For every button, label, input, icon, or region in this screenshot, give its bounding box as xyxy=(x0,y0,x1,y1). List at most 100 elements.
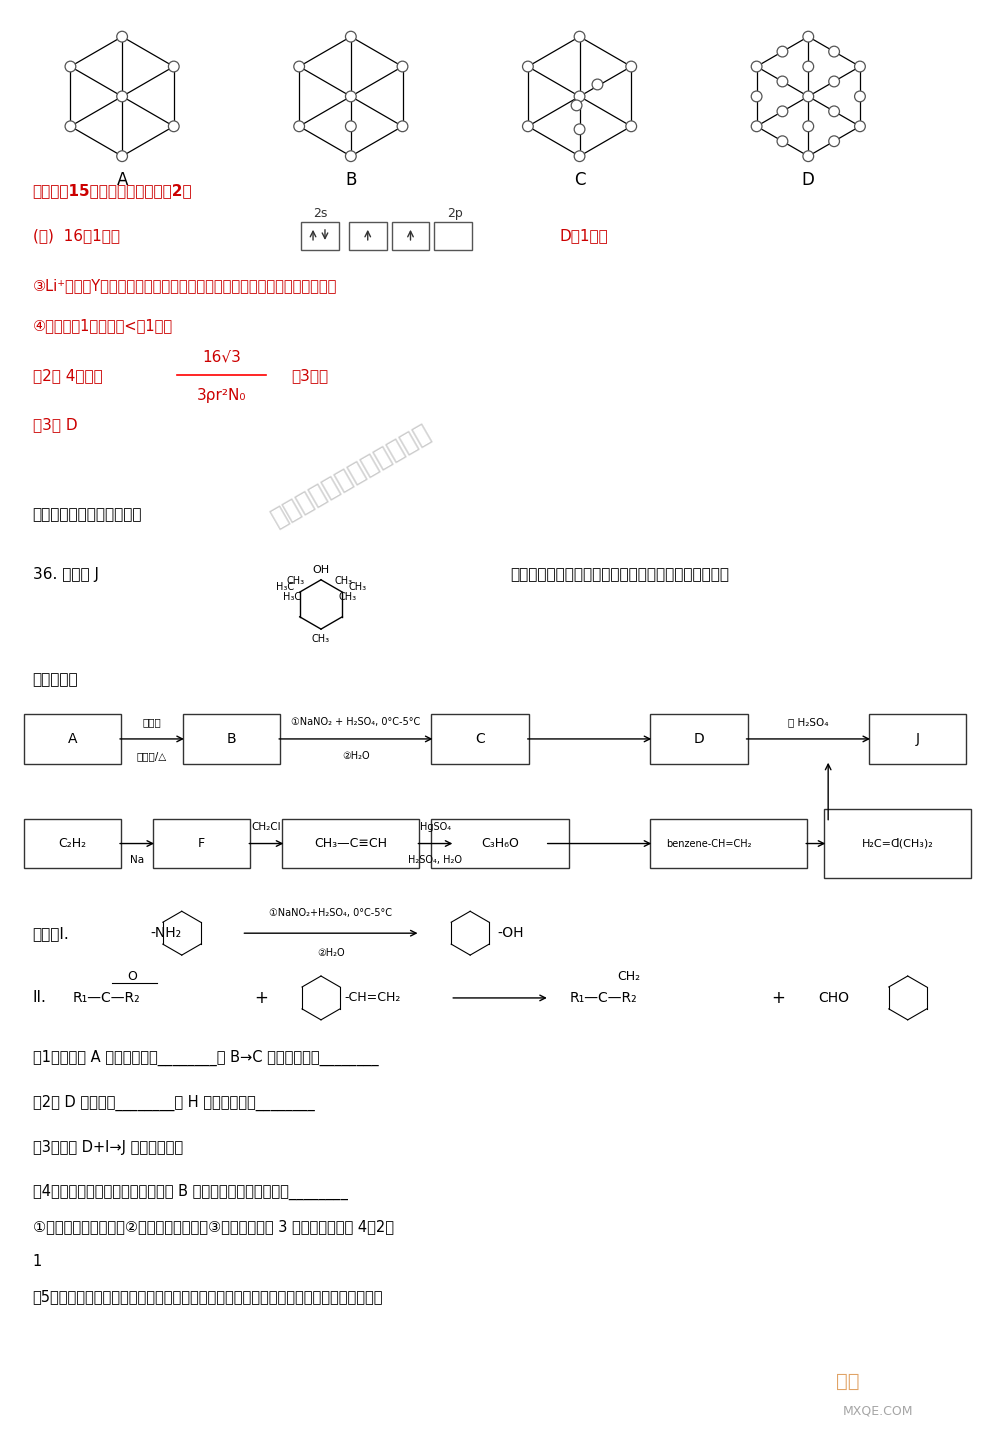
Circle shape xyxy=(855,91,865,101)
Text: H₃C: H₃C xyxy=(276,582,294,592)
Text: A: A xyxy=(116,172,128,189)
Text: -OH: -OH xyxy=(497,926,524,940)
Text: 16√3: 16√3 xyxy=(202,349,241,365)
Circle shape xyxy=(592,79,603,90)
Text: （3分）: （3分） xyxy=(291,368,328,383)
Text: ①NaNO₂+H₂SO₄, 0°C-5°C: ①NaNO₂+H₂SO₄, 0°C-5°C xyxy=(269,908,392,918)
Text: 【答案、15分，除标注外，每穰2分: 【答案、15分，除标注外，每穰2分 xyxy=(33,183,192,199)
Text: H₂C=C(CH₃)₂: H₂C=C(CH₃)₂ xyxy=(862,839,934,849)
Text: D（1分）: D（1分） xyxy=(560,228,608,244)
Circle shape xyxy=(523,121,533,131)
FancyBboxPatch shape xyxy=(849,819,947,868)
FancyBboxPatch shape xyxy=(431,713,529,764)
Circle shape xyxy=(829,136,839,147)
Text: CH₃: CH₃ xyxy=(338,592,356,602)
Text: ①NaNO₂ + H₂SO₄, 0°C-5°C: ①NaNO₂ + H₂SO₄, 0°C-5°C xyxy=(291,718,420,726)
Text: 浓 H₂SO₄: 浓 H₂SO₄ xyxy=(788,718,829,726)
Text: 36. 有机物 J: 36. 有机物 J xyxy=(33,567,99,582)
Circle shape xyxy=(65,121,76,131)
Text: 成路线下：: 成路线下： xyxy=(33,671,78,687)
Circle shape xyxy=(777,77,788,87)
Text: HgSO₄: HgSO₄ xyxy=(420,822,451,832)
Circle shape xyxy=(397,61,408,72)
Text: Na: Na xyxy=(130,855,144,865)
Text: 是一种汽油抗爆震剂，也是一种油溶性抗氧化剂，其合: 是一种汽油抗爆震剂，也是一种油溶性抗氧化剂，其合 xyxy=(510,567,729,582)
Text: （1）芳香烃 A 的结构简式为________， B→C 的反应类型为________: （1）芳香烃 A 的结构简式为________， B→C 的反应类型为_____… xyxy=(33,1050,378,1066)
Text: 微信搜《试卷答案公众号》: 微信搜《试卷答案公众号》 xyxy=(267,420,435,530)
Text: （5）结合上述流程和所学知识，以甲苯和苯乙烃为始掖原料（无机试剂任选），设计制备: （5）结合上述流程和所学知识，以甲苯和苯乙烃为始掖原料（无机试剂任选），设计制备 xyxy=(33,1289,383,1304)
Text: （3）写出 D+I→J 的化学方程式: （3）写出 D+I→J 的化学方程式 xyxy=(33,1139,183,1155)
Circle shape xyxy=(65,61,76,72)
Circle shape xyxy=(117,32,127,42)
Text: +: + xyxy=(254,989,268,1006)
Text: ④四面体（1分）　　<（1分）: ④四面体（1分） <（1分） xyxy=(33,318,173,334)
FancyBboxPatch shape xyxy=(183,713,280,764)
Circle shape xyxy=(777,46,788,56)
Text: R₁—C—R₂: R₁—C—R₂ xyxy=(570,991,637,1005)
Circle shape xyxy=(168,61,179,72)
Text: （2） D 的名称为________， H 官能团名称为________: （2） D 的名称为________， H 官能团名称为________ xyxy=(33,1095,314,1110)
Text: 答案: 答案 xyxy=(836,1372,860,1391)
Circle shape xyxy=(117,150,127,162)
Text: ②H₂O: ②H₂O xyxy=(342,751,370,761)
Text: D: D xyxy=(802,172,815,189)
Circle shape xyxy=(829,105,839,117)
Circle shape xyxy=(855,61,865,72)
Circle shape xyxy=(626,121,637,131)
FancyBboxPatch shape xyxy=(431,819,569,868)
Text: H₂SO₄, H₂O: H₂SO₄, H₂O xyxy=(408,855,462,865)
FancyBboxPatch shape xyxy=(282,819,419,868)
Text: CH₃: CH₃ xyxy=(334,576,352,586)
Text: I: I xyxy=(896,838,900,851)
Text: CH₃: CH₃ xyxy=(348,582,366,592)
Circle shape xyxy=(574,150,585,162)
Circle shape xyxy=(574,32,585,42)
Text: MXQE.COM: MXQE.COM xyxy=(843,1405,913,1418)
Text: R₁—C—R₂: R₁—C—R₂ xyxy=(72,991,140,1005)
Circle shape xyxy=(345,32,356,42)
FancyBboxPatch shape xyxy=(24,819,121,868)
Circle shape xyxy=(829,77,839,87)
Text: CH₃: CH₃ xyxy=(312,634,330,644)
Text: CH₂Cl: CH₂Cl xyxy=(251,822,281,832)
Text: C: C xyxy=(574,172,585,189)
FancyBboxPatch shape xyxy=(650,713,748,764)
Circle shape xyxy=(855,121,865,131)
Circle shape xyxy=(777,105,788,117)
Circle shape xyxy=(777,136,788,147)
Text: 2s: 2s xyxy=(313,208,327,221)
Text: ③Li⁺半径比Y的空腔小很多，不易与空腔内氧原子的孤电子对形成稳定结构: ③Li⁺半径比Y的空腔小很多，不易与空腔内氧原子的孤电子对形成稳定结构 xyxy=(33,279,337,293)
Text: CH₂: CH₂ xyxy=(618,969,641,982)
Circle shape xyxy=(803,91,814,101)
Text: B: B xyxy=(227,732,236,747)
Text: F: F xyxy=(198,838,205,851)
Circle shape xyxy=(626,61,637,72)
FancyBboxPatch shape xyxy=(434,222,472,250)
Text: O: O xyxy=(127,969,137,982)
FancyBboxPatch shape xyxy=(824,809,971,878)
FancyBboxPatch shape xyxy=(869,713,966,764)
Circle shape xyxy=(751,61,762,72)
Circle shape xyxy=(751,91,762,101)
FancyBboxPatch shape xyxy=(349,222,387,250)
Text: (１)  16（1分）: (１) 16（1分） xyxy=(33,228,120,244)
FancyBboxPatch shape xyxy=(650,819,807,868)
Circle shape xyxy=(803,150,814,162)
FancyBboxPatch shape xyxy=(392,222,429,250)
Text: 2p: 2p xyxy=(447,208,463,221)
Circle shape xyxy=(397,121,408,131)
Text: 浓硫酸: 浓硫酸 xyxy=(143,718,161,726)
Text: -NH₂: -NH₂ xyxy=(151,926,182,940)
Text: H₃C: H₃C xyxy=(283,592,301,602)
Text: J: J xyxy=(916,732,920,747)
Text: D: D xyxy=(694,732,704,747)
Text: （2） 4: （2） 4 xyxy=(33,368,102,383)
Circle shape xyxy=(829,46,839,56)
Text: 3ρr²N₀: 3ρr²N₀ xyxy=(197,388,246,403)
Text: B: B xyxy=(345,172,357,189)
Text: OH: OH xyxy=(312,565,330,575)
Circle shape xyxy=(345,150,356,162)
Text: C₂H₂: C₂H₂ xyxy=(58,838,86,851)
Text: CH₃: CH₃ xyxy=(286,576,304,586)
Text: （3） D: （3） D xyxy=(33,417,77,433)
